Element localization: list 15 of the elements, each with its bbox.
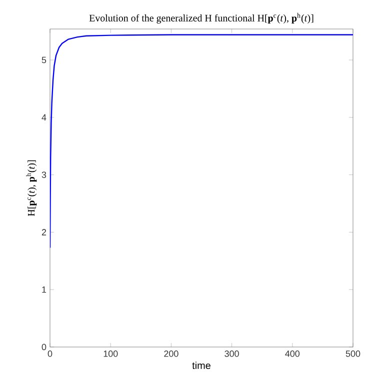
x-axis-title: time — [192, 362, 210, 370]
y-tick-label: 4 — [42, 114, 46, 120]
text: H[p$^{c}$(t), p$^{h}$(t)] — [26, 160, 37, 216]
x-tick-label: 200 — [164, 350, 178, 357]
y-tick-label: 3 — [42, 172, 46, 178]
chart-title: Evolution of the generalized H functional H[p$^{c}$(t), p$^{h}$(t)] — [89, 12, 314, 24]
y-tick-label: 1 — [42, 286, 46, 293]
x-tick-label: 400 — [285, 350, 300, 357]
x-tick-label: 300 — [224, 350, 239, 357]
y-tick-label: 0 — [42, 344, 46, 350]
y-tick-label: 5 — [42, 56, 46, 64]
y-tick-label: 2 — [42, 229, 46, 236]
x-tick-label: 500 — [346, 350, 360, 357]
x-tick-label: 100 — [104, 350, 118, 357]
x-tick-label: 0 — [48, 350, 52, 357]
